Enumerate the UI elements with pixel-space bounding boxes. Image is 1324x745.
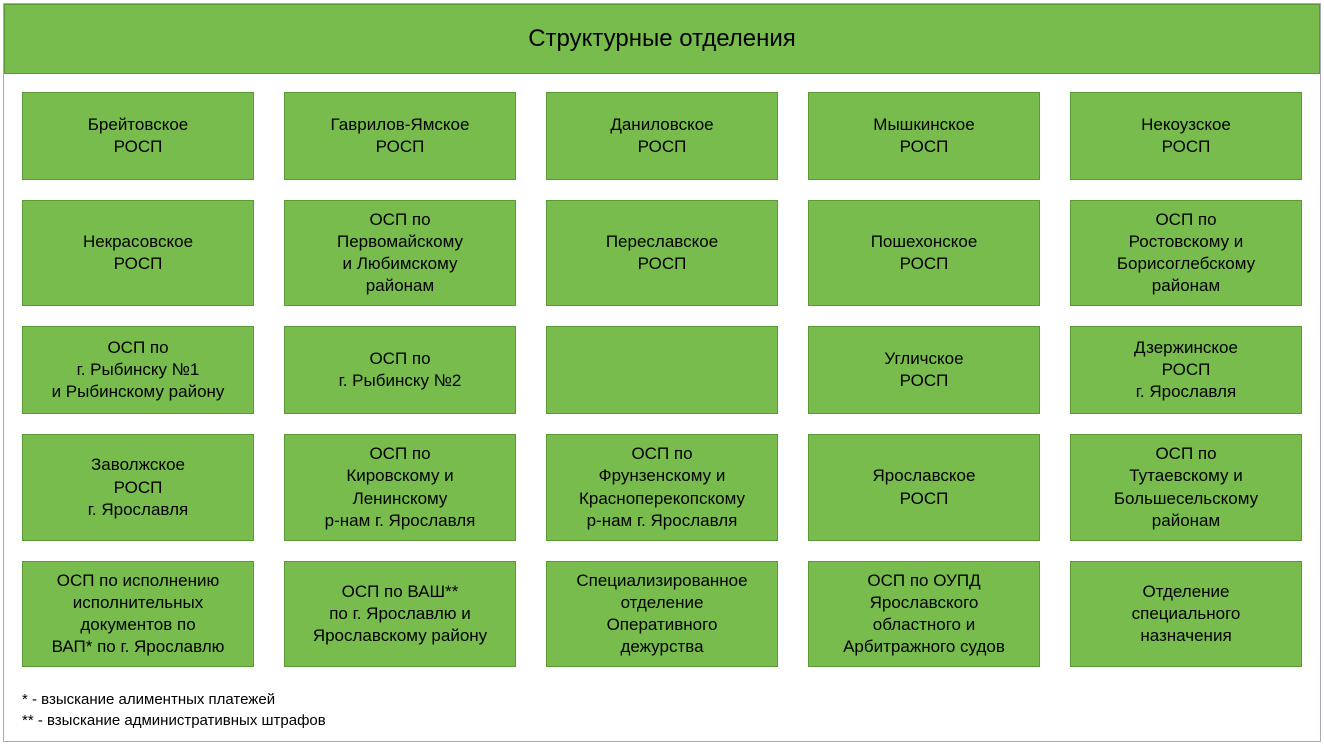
- cell-1: Гаврилов-Ямское РОСП: [284, 92, 516, 180]
- cell-4: Некоузское РОСП: [1070, 92, 1302, 180]
- cell-20: ОСП по исполнению исполнительных докумен…: [22, 561, 254, 667]
- cell-21: ОСП по ВАШ** по г. Ярославлю и Ярославск…: [284, 561, 516, 667]
- footnote-1: * - взыскание алиментных платежей: [22, 689, 1302, 710]
- cell-22: Специализированное отделение Оперативног…: [546, 561, 778, 667]
- footnotes: * - взыскание алиментных платежей ** - в…: [4, 677, 1320, 743]
- grid: Брейтовское РОСП Гаврилов-Ямское РОСП Да…: [4, 74, 1320, 677]
- cell-5: Некрасовское РОСП: [22, 200, 254, 306]
- cell-11: ОСП по г. Рыбинску №2: [284, 326, 516, 414]
- cell-14: Дзержинское РОСП г. Ярославля: [1070, 326, 1302, 414]
- cell-9: ОСП по Ростовскому и Борисоглебскому рай…: [1070, 200, 1302, 306]
- cell-12: [546, 326, 778, 414]
- cell-7: Переславское РОСП: [546, 200, 778, 306]
- cell-2: Даниловское РОСП: [546, 92, 778, 180]
- cell-3: Мышкинское РОСП: [808, 92, 1040, 180]
- cell-8: Пошехонское РОСП: [808, 200, 1040, 306]
- cell-16: ОСП по Кировскому и Ленинскому р-нам г. …: [284, 434, 516, 540]
- cell-24: Отделение специального назначения: [1070, 561, 1302, 667]
- cell-18: Ярославское РОСП: [808, 434, 1040, 540]
- cell-19: ОСП по Тутаевскому и Большесельскому рай…: [1070, 434, 1302, 540]
- cell-17: ОСП по Фрунзенскому и Красноперекопскому…: [546, 434, 778, 540]
- main-container: Структурные отделения Брейтовское РОСП Г…: [3, 3, 1321, 742]
- cell-15: Заволжское РОСП г. Ярославля: [22, 434, 254, 540]
- cell-13: Угличское РОСП: [808, 326, 1040, 414]
- cell-6: ОСП по Первомайскому и Любимскому района…: [284, 200, 516, 306]
- cell-0: Брейтовское РОСП: [22, 92, 254, 180]
- cell-10: ОСП по г. Рыбинску №1 и Рыбинскому район…: [22, 326, 254, 414]
- footnote-2: ** - взыскание административных штрафов: [22, 710, 1302, 731]
- header-title: Структурные отделения: [4, 4, 1320, 74]
- cell-23: ОСП по ОУПД Ярославского областного и Ар…: [808, 561, 1040, 667]
